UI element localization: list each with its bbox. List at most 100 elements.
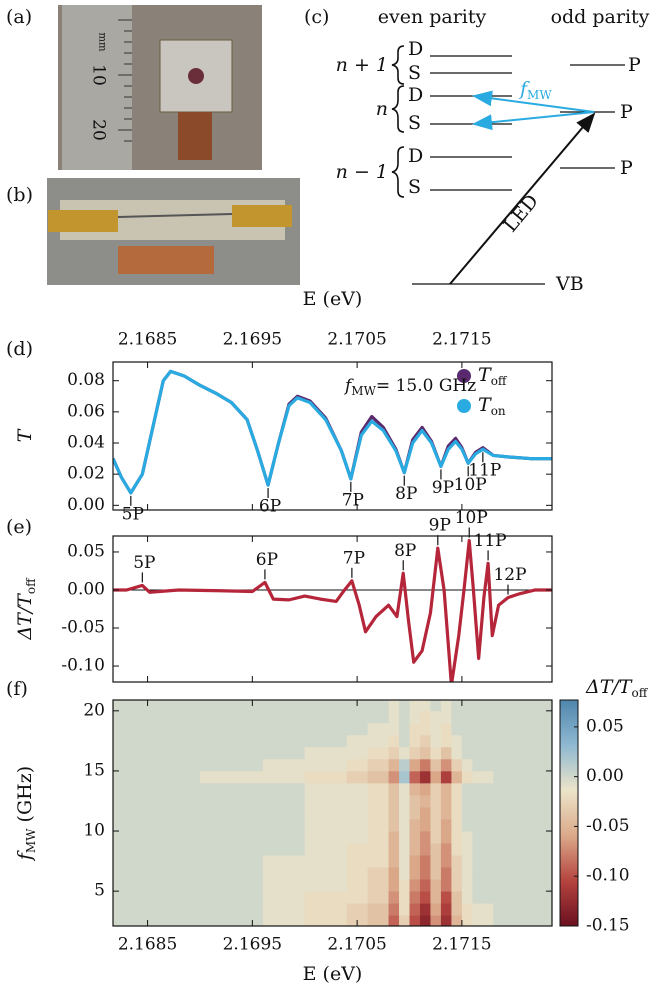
heat-cell [419, 806, 431, 820]
heat-cell [199, 879, 264, 892]
heat-cell [409, 758, 421, 772]
heat-cell [451, 867, 463, 880]
heat-cell [461, 722, 473, 736]
heat-cell [493, 806, 552, 820]
y-axis-label: T [14, 428, 36, 442]
heat-cell [262, 722, 306, 736]
state-label: D [408, 38, 423, 60]
marker-label: 5P [122, 504, 144, 524]
heat-cell [388, 746, 400, 760]
series-line [113, 369, 552, 495]
x-tick-label: 2.1685 [118, 935, 177, 955]
level-label: n + 1 [336, 54, 388, 76]
heat-cell [367, 891, 389, 904]
heat-cell [451, 782, 463, 796]
heat-cell [262, 794, 306, 808]
ruler-label: 10 [89, 64, 109, 86]
heat-cell [113, 855, 201, 868]
heat-cell [440, 746, 452, 760]
heat-cell [409, 915, 421, 926]
heat-cell [346, 782, 368, 796]
heat-cell [367, 794, 389, 808]
series-line [113, 538, 552, 682]
heat-cell [304, 903, 348, 916]
heat-cell [199, 746, 264, 760]
mw-arrow [472, 90, 595, 113]
heat-cell [388, 722, 400, 736]
heat-cell [367, 806, 389, 820]
heat-cell [262, 782, 306, 796]
heat-cell [472, 758, 494, 772]
heat-cell [388, 770, 400, 784]
heat-cell [304, 891, 348, 904]
heat-cell [399, 915, 410, 926]
heat-cell [472, 700, 494, 712]
heat-cell [388, 855, 400, 868]
heat-cell [451, 770, 463, 784]
heat-cell [493, 700, 552, 712]
heat-cell [113, 915, 201, 926]
heat-cell [367, 843, 389, 856]
heat-cell [451, 891, 463, 904]
heat-cell [399, 746, 410, 760]
marker-label: 7P [342, 490, 364, 510]
heat-cell [472, 782, 494, 796]
x-tick-label: 2.1715 [432, 935, 491, 955]
state-label: S [408, 62, 421, 84]
level-label: n − 1 [336, 161, 388, 183]
colorbar-label: ΔT/Toff [585, 676, 649, 700]
heat-cell [262, 843, 306, 856]
heat-cell [262, 819, 306, 832]
braces [391, 45, 405, 198]
heat-cell [367, 746, 389, 760]
heat-cell [262, 758, 306, 772]
y-tick-label: 0.00 [67, 495, 105, 515]
heat-cell [367, 734, 389, 748]
heat-cell [419, 734, 431, 748]
heat-cell [430, 843, 442, 856]
heat-cell [346, 770, 368, 784]
mw-arrow [472, 111, 595, 131]
heat-cell [399, 722, 410, 736]
heat-cell [430, 915, 442, 926]
y-tick-label: 0.06 [67, 401, 105, 421]
heat-cell [419, 746, 431, 760]
heat-cell [346, 722, 368, 736]
x-tick-label: 2.1685 [118, 330, 177, 350]
heat-cell [472, 794, 494, 808]
heat-cell [451, 843, 463, 856]
heat-cell [419, 891, 431, 904]
heat-cell [472, 746, 494, 760]
heat-cell [199, 843, 264, 856]
heat-cell [367, 782, 389, 796]
x-tick-label: 2.1695 [223, 330, 282, 350]
heat-cell [304, 855, 348, 868]
heat-cell [199, 867, 264, 880]
panel-label: (f) [6, 678, 28, 700]
heat-cell [304, 770, 348, 784]
heat-cell [430, 879, 442, 892]
heat-cell [461, 758, 473, 772]
heat-cell [409, 794, 421, 808]
heat-cell [440, 710, 452, 724]
heat-cell [409, 831, 421, 844]
heat-cell [346, 806, 368, 820]
heat-cell [493, 867, 552, 880]
heat-cell [493, 915, 552, 926]
heat-cell [409, 722, 421, 736]
heat-cell [346, 746, 368, 760]
heat-cell [461, 700, 473, 712]
heat-cell [472, 855, 494, 868]
heat-cell [113, 700, 201, 712]
heat-cell [409, 782, 421, 796]
heat-cell [409, 903, 421, 916]
legend-marker [457, 369, 471, 383]
colorbar-tick-label: -0.05 [586, 816, 630, 836]
y-tick-label: 15 [83, 760, 105, 780]
heat-cell [399, 700, 410, 712]
x-tick-label: 2.1705 [327, 935, 386, 955]
heat-cell [262, 746, 306, 760]
heat-cell [419, 794, 431, 808]
heat-cell [399, 710, 410, 724]
